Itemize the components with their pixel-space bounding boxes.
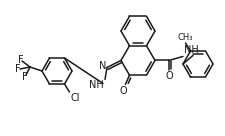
Text: CH₃: CH₃ [177, 33, 192, 42]
Text: F: F [15, 64, 21, 74]
Text: Cl: Cl [70, 93, 80, 103]
Text: F: F [18, 55, 23, 65]
Text: O: O [164, 71, 172, 81]
Text: O: O [119, 86, 127, 96]
Text: F: F [22, 72, 28, 82]
Text: NH: NH [89, 81, 104, 90]
Text: N: N [98, 61, 106, 71]
Text: NH: NH [183, 45, 198, 55]
